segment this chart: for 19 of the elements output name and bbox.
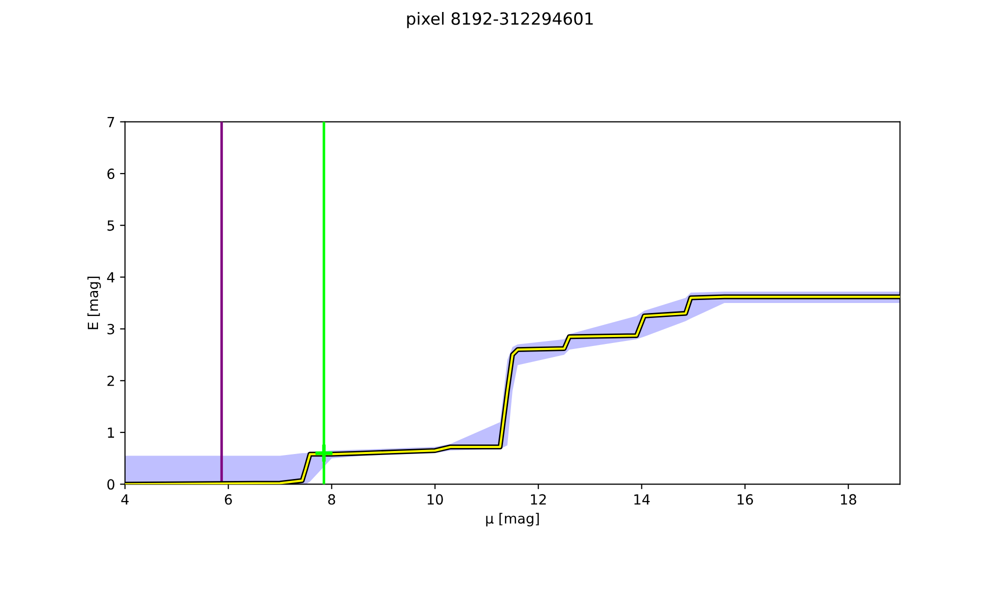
chart-title: pixel 8192-312294601 xyxy=(407,12,593,28)
x-tick-label: 8 xyxy=(328,494,336,505)
x-tick-label: 18 xyxy=(841,494,856,505)
y-tick-label: 1 xyxy=(108,428,114,438)
x-tick-label: 4 xyxy=(121,494,129,504)
y-axis-title: E [mag] xyxy=(87,276,101,330)
x-tick-label: 6 xyxy=(224,494,232,505)
x-axis-title: μ [mag] xyxy=(486,512,539,526)
y-tick-label: 4 xyxy=(107,272,114,282)
y-tick-label: 6 xyxy=(107,168,114,180)
x-tick-label: 16 xyxy=(738,494,753,505)
y-tick-label: 2 xyxy=(107,376,114,386)
y-tick-label: 0 xyxy=(107,479,114,490)
x-tick-label: 12 xyxy=(531,494,546,504)
y-tick-label: 3 xyxy=(108,324,114,334)
x-tick-label: 14 xyxy=(634,494,650,504)
y-tick-label: 7 xyxy=(108,116,114,128)
x-tick-label: 10 xyxy=(428,494,443,505)
y-tick-label: 5 xyxy=(108,220,114,231)
